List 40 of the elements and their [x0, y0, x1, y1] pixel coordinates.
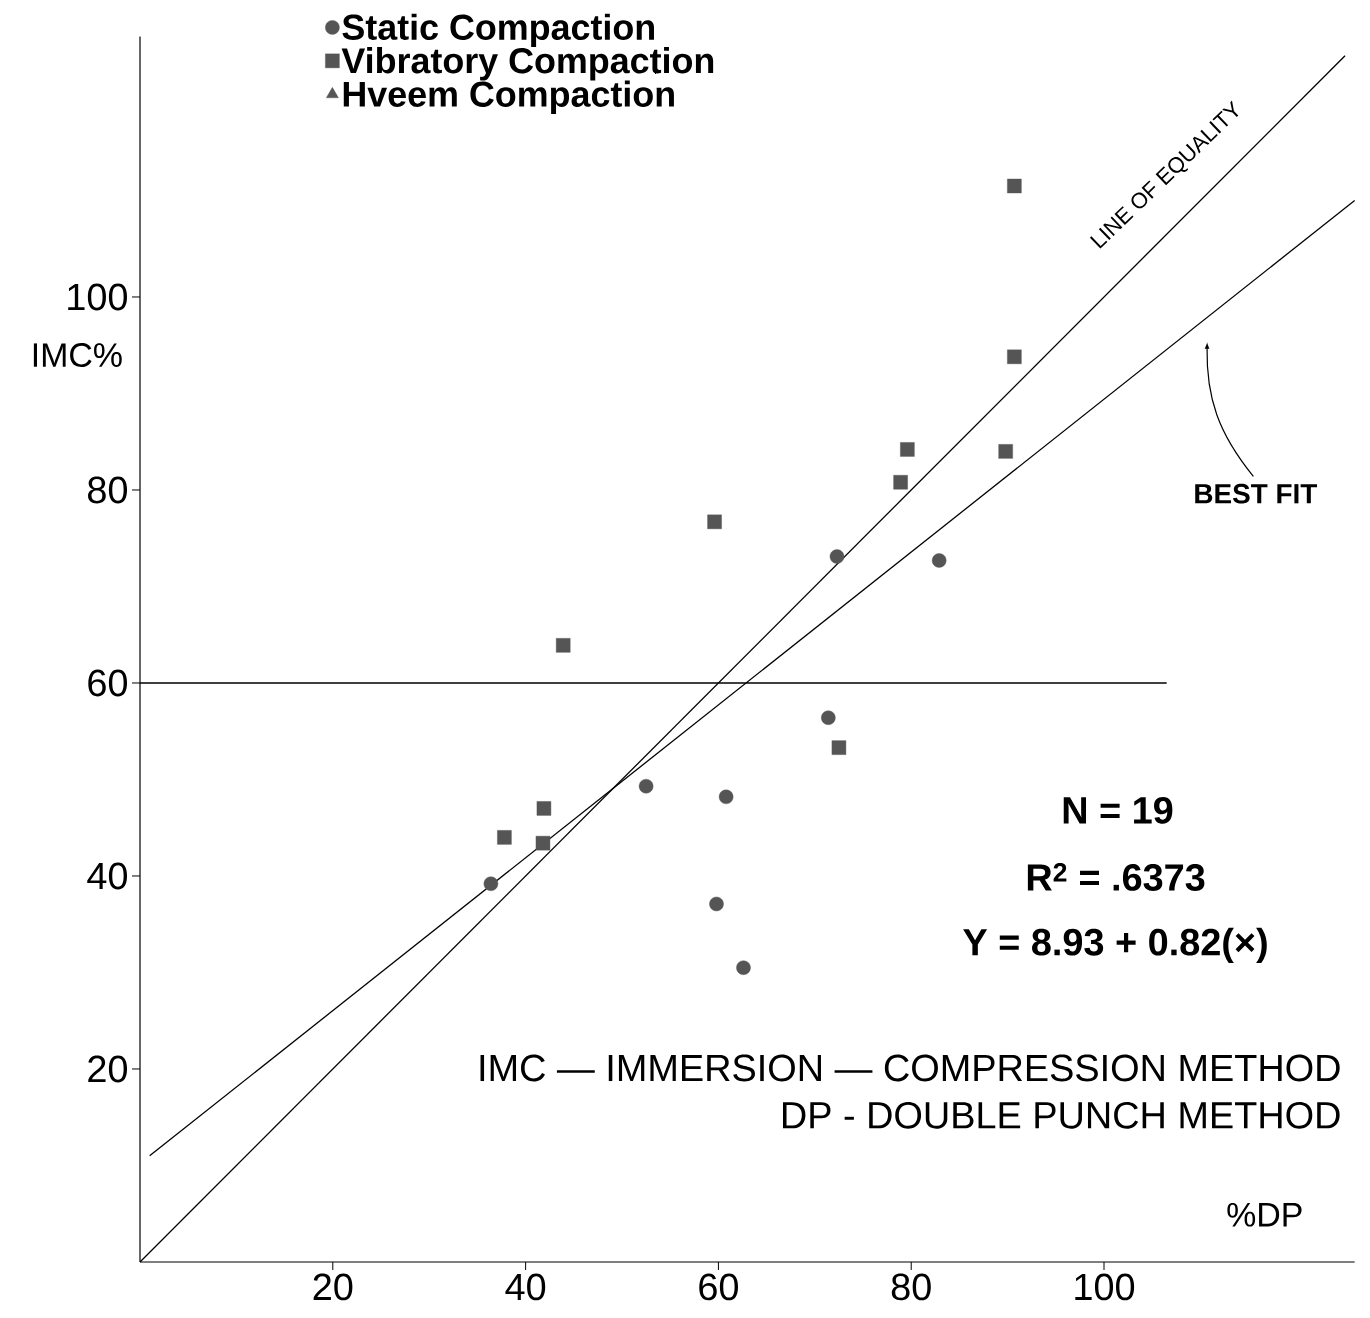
y-tick-label: 100 — [68, 283, 127, 311]
point — [707, 514, 722, 530]
legend-label: Vibratory Compaction — [341, 47, 714, 81]
x-tick-label: 100 — [1075, 1273, 1135, 1301]
point — [998, 444, 1013, 459]
annotation: R$^{2}$ = .6373 — [1027, 862, 1205, 891]
point — [893, 475, 908, 490]
y-tick-label: 60 — [88, 669, 128, 697]
point — [638, 779, 654, 794]
point — [829, 549, 845, 564]
y-tick-label: 80 — [88, 476, 128, 504]
y-tick-label: 40 — [87, 862, 128, 890]
x-axis-title: %DP — [1227, 1202, 1302, 1227]
y-axis-title: IMC% — [33, 343, 122, 368]
x-tick-label: 80 — [891, 1273, 931, 1301]
annotation: IMC — IMMERSION — COMPRESSION METHOD — [480, 1054, 1340, 1082]
point — [483, 876, 499, 891]
annotation: Y = 8.93 + 0.82(×) — [963, 927, 1267, 964]
point — [831, 740, 847, 755]
point — [931, 553, 947, 568]
point — [535, 835, 551, 851]
x-tick-label: 20 — [313, 1273, 353, 1301]
annotation: BEST FIT — [1195, 483, 1318, 504]
point — [1007, 178, 1022, 194]
annotation: N = 19 — [1063, 796, 1173, 824]
y-tick-label: 20 — [88, 1055, 128, 1083]
point — [556, 638, 571, 653]
point — [736, 960, 751, 975]
point — [497, 830, 512, 845]
point — [1007, 349, 1022, 365]
x-tick-label: 40 — [505, 1273, 546, 1301]
point — [821, 710, 836, 725]
point — [709, 896, 724, 912]
legend-label: Static Compaction — [342, 13, 654, 48]
x-tick-label: 60 — [699, 1273, 738, 1301]
point — [718, 789, 734, 805]
legend-label: Hveem Compaction — [343, 80, 674, 114]
point — [536, 801, 552, 816]
annotation: DP - DOUBLE PUNCH METHOD — [782, 1101, 1340, 1129]
point — [900, 442, 915, 457]
